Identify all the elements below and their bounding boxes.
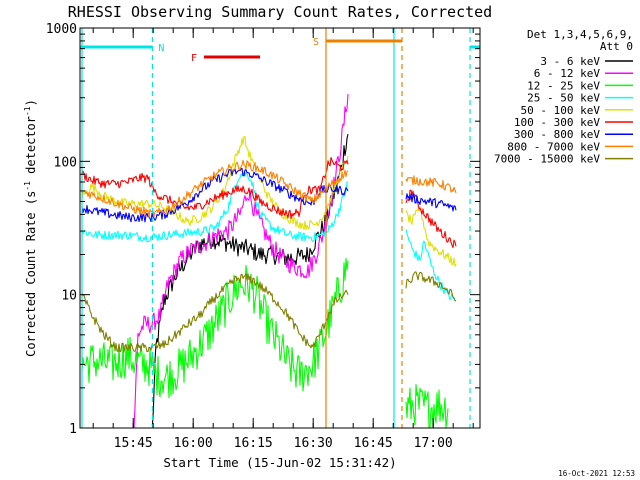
legend-label: 300 - 800 keV <box>514 128 600 141</box>
annotation-label: N <box>158 43 164 54</box>
legend-label: 50 - 100 keV <box>521 104 601 117</box>
legend-label: 800 - 7000 keV <box>507 140 600 153</box>
x-tick-label: 17:00 <box>414 436 453 451</box>
x-tick-label: 16:15 <box>234 436 273 451</box>
legend-label: 7000 - 15000 keV <box>494 153 600 166</box>
y-tick-label: 1 <box>69 422 77 437</box>
x-tick-label: 16:00 <box>174 436 213 451</box>
y-axis-label-part: detector <box>24 116 38 181</box>
y-axis-label-exponent: -1 <box>23 181 32 191</box>
x-axis-label: Start Time (15-Jun-02 15:31:42) <box>163 455 396 470</box>
y-axis-label: Corrected Count Rate (s-1 detector-1) <box>23 99 38 357</box>
x-tick-label: 16:45 <box>354 436 393 451</box>
x-tick-label: 15:45 <box>114 436 153 451</box>
annotation-label: S <box>313 37 319 48</box>
y-tick-label: 100 <box>54 155 77 170</box>
y-axis-label-part: Corrected Count Rate (s <box>24 191 38 357</box>
legend-label: 25 - 50 keV <box>527 92 600 105</box>
y-tick-label: 10 <box>61 289 77 304</box>
y-axis-label-part: ) <box>24 99 38 106</box>
legend-label: 100 - 300 keV <box>514 116 600 129</box>
legend-label: 3 - 6 keV <box>540 55 600 68</box>
legend-label: 12 - 25 keV <box>527 79 600 92</box>
legend-label: 6 - 12 keV <box>534 67 601 80</box>
footer-timestamp: 16-Oct-2021 12:53 <box>558 469 635 478</box>
x-tick-label: 16:30 <box>294 436 333 451</box>
y-axis-label-exponent: -1 <box>23 106 32 116</box>
legend-header-attenuator: Att 0 <box>600 40 633 53</box>
y-tick-label: 1000 <box>46 22 77 37</box>
annotation-label: F <box>191 53 197 64</box>
chart-title: RHESSI Observing Summary Count Rates, Co… <box>68 3 492 21</box>
